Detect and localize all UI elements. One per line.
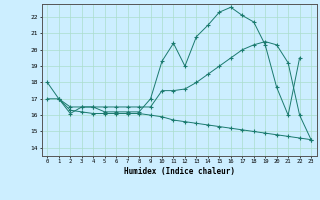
X-axis label: Humidex (Indice chaleur): Humidex (Indice chaleur) — [124, 167, 235, 176]
